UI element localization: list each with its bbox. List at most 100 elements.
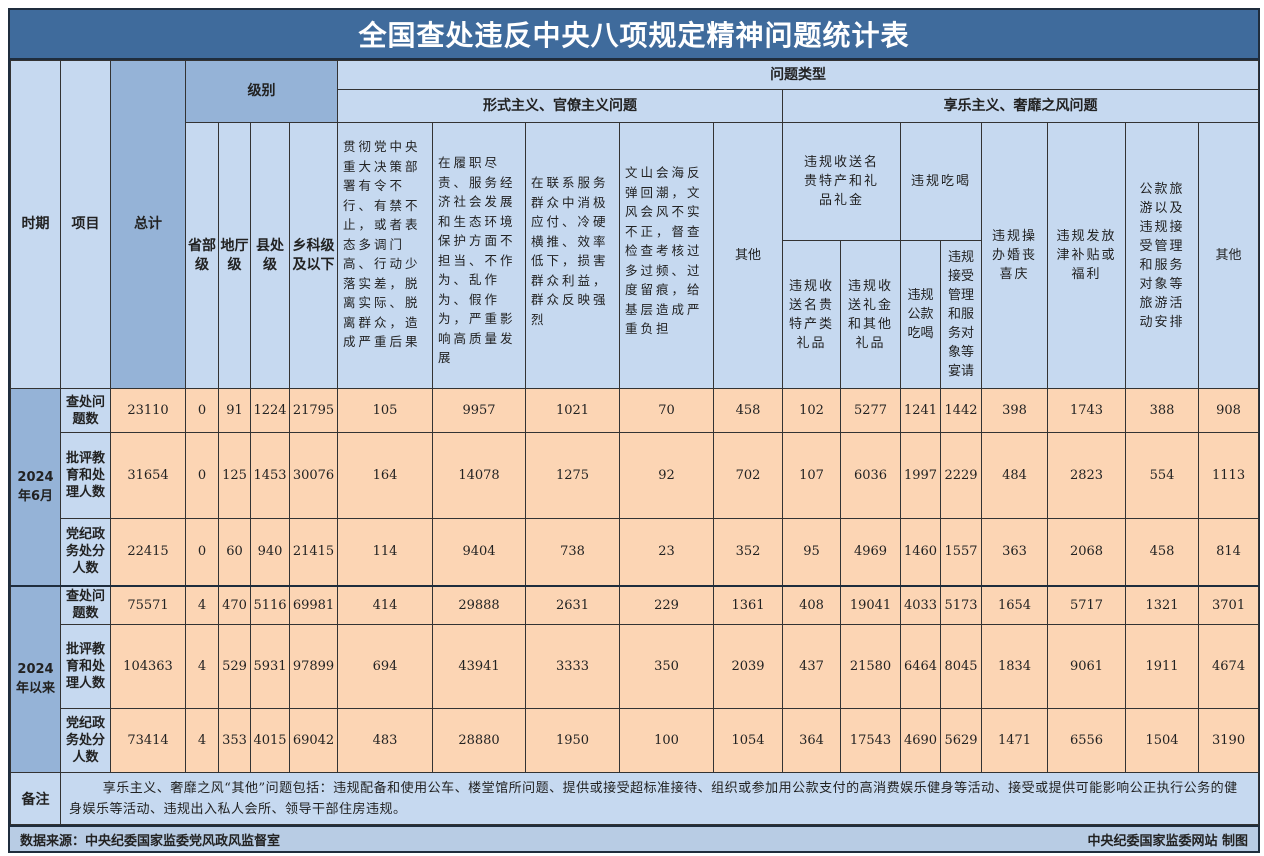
table-cell: 19041 <box>840 585 901 625</box>
header-hedonism-other: 其他 <box>1197 122 1260 389</box>
header-dining: 违规吃喝 <box>900 122 982 241</box>
table-cell: 6464 <box>900 624 941 709</box>
data-source: 数据来源：中央纪委国家监委党风政风监督室 <box>20 833 281 849</box>
table-cell: 694 <box>337 624 433 709</box>
header-formalism: 形式主义、官僚主义问题 <box>337 89 783 123</box>
header-formalism-col: 贯彻党中央重大决策部署有令不行、有禁不止，或者表态多调门高、行动少落实差，脱离实… <box>337 122 433 389</box>
note-text: 享乐主义、奢靡之风“其他”问题包括：违规配备和使用公车、楼堂馆所问题、提供或接受… <box>59 772 1260 825</box>
table-body: 2024年6月 查处问题数 23110 0 91 1224 21795 105 9957 1021… <box>10 388 1260 773</box>
table-cell: 1557 <box>940 518 982 587</box>
header-tourism: 公款旅游以及违规接受管理和服务对象等旅游活动安排 <box>1125 122 1199 389</box>
table-cell: 4969 <box>840 518 901 587</box>
table-cell: 364 <box>782 708 841 773</box>
table-row: 批评教育和处理人数 104363 4 529 5931 97899 694 43941 3333… <box>11 624 1260 709</box>
table-cell: 1460 <box>900 518 941 587</box>
table-cell: 1950 <box>525 708 620 773</box>
header-level-provincial: 省部级 <box>185 122 219 389</box>
table-cell: 0 <box>185 388 219 433</box>
header-dining-public: 违规公款吃喝 <box>900 240 941 389</box>
table-cell: 102 <box>782 388 841 433</box>
header-level: 级别 <box>185 60 338 123</box>
table-cell: 4 <box>185 585 219 625</box>
table-cell: 4 <box>185 624 219 709</box>
table-cell: 105 <box>337 388 433 433</box>
table-cell: 8045 <box>940 624 982 709</box>
table-cell: 470 <box>218 585 251 625</box>
table-cell: 91 <box>218 388 251 433</box>
table-cell: 3190 <box>1197 708 1260 773</box>
table-cell: 9404 <box>432 518 526 587</box>
table-cell: 107 <box>782 432 841 519</box>
table-cell: 92 <box>619 432 714 519</box>
table-cell: 70 <box>619 388 714 433</box>
table-cell: 3333 <box>525 624 620 709</box>
table-cell: 437 <box>782 624 841 709</box>
table-cell: 21415 <box>289 518 338 587</box>
cell-total: 104363 <box>110 624 186 709</box>
cell-total: 23110 <box>110 388 186 433</box>
header-problem-type: 问题类型 <box>336 60 1260 90</box>
header-formalism-col: 在履职尽责、服务经济社会发展和生态环境保护方面不担当、不作为、乱作为、假作为，严… <box>432 122 526 389</box>
table-cell: 5931 <box>250 624 290 709</box>
table-cell: 814 <box>1197 518 1260 587</box>
table-cell: 95 <box>782 518 841 587</box>
table-cell: 4690 <box>900 708 941 773</box>
table-cell: 229 <box>619 585 714 625</box>
table-cell: 458 <box>1125 518 1199 587</box>
header-gifts-money: 违规收送礼金和其他礼品 <box>840 240 901 389</box>
table-cell: 1911 <box>1125 624 1199 709</box>
row-item-label: 批评教育和处理人数 <box>60 624 111 709</box>
table-cell: 43941 <box>432 624 526 709</box>
table-cell: 1054 <box>713 708 783 773</box>
table-cell: 6036 <box>840 432 901 519</box>
stats-table-container: 全国查处违反中央八项规定精神问题统计表 时期 项目 总计 级别 问题类型 形式主… <box>8 8 1260 853</box>
table-cell: 554 <box>1125 432 1199 519</box>
table-cell: 5277 <box>840 388 901 433</box>
header-total: 总计 <box>110 60 186 389</box>
table-cell: 21580 <box>840 624 901 709</box>
table-cell: 97899 <box>289 624 338 709</box>
table-cell: 5173 <box>940 585 982 625</box>
table-cell: 164 <box>337 432 433 519</box>
table-cell: 9957 <box>432 388 526 433</box>
page-title: 全国查处违反中央八项规定精神问题统计表 <box>10 10 1258 60</box>
header-level-prefectural: 地厅级 <box>218 122 251 389</box>
table-cell: 69981 <box>289 585 338 625</box>
table-cell: 2229 <box>940 432 982 519</box>
table-cell: 4033 <box>900 585 941 625</box>
table-cell: 1997 <box>900 432 941 519</box>
table-cell: 69042 <box>289 708 338 773</box>
table-cell: 1834 <box>981 624 1048 709</box>
table-cell: 738 <box>525 518 620 587</box>
table-cell: 14078 <box>432 432 526 519</box>
table-cell: 0 <box>185 518 219 587</box>
header-period: 时期 <box>10 60 61 389</box>
footer: 数据来源：中央纪委国家监委党风政风监督室 中央纪委国家监委网站 制图 <box>10 825 1258 851</box>
table-cell: 1743 <box>1047 388 1126 433</box>
header-gifts-specialty: 违规收送名贵特产类礼品 <box>782 240 841 389</box>
table-cell: 60 <box>218 518 251 587</box>
table-cell: 2823 <box>1047 432 1126 519</box>
table-cell: 1504 <box>1125 708 1199 773</box>
table-cell: 5629 <box>940 708 982 773</box>
note-label: 备注 <box>10 772 61 825</box>
table-cell: 1275 <box>525 432 620 519</box>
table-cell: 3701 <box>1197 585 1260 625</box>
header-gifts: 违规收送名贵特产和礼品礼金 <box>782 122 901 241</box>
header-formalism-other: 其他 <box>713 122 783 389</box>
table-cell: 1654 <box>981 585 1048 625</box>
table-cell: 1471 <box>981 708 1048 773</box>
table-cell: 23 <box>619 518 714 587</box>
table-cell: 1321 <box>1125 585 1199 625</box>
table-row: 2024年以来 查处问题数 75571 4 470 5116 69981 414 29888 26… <box>10 585 1260 773</box>
period-label: 2024年6月 <box>10 388 61 587</box>
table-cell: 1021 <box>525 388 620 433</box>
table-cell: 940 <box>250 518 290 587</box>
table-cell: 5116 <box>250 585 290 625</box>
table-row: 批评教育和处理人数 31654 0 125 1453 30076 164 14078 1275 9… <box>11 432 1260 519</box>
table-cell: 5717 <box>1047 585 1126 625</box>
table-row: 党纪政务处分人数 22415 0 60 940 21415 114 9404 738 23 352 9… <box>11 518 1260 587</box>
table-cell: 388 <box>1125 388 1199 433</box>
row-item-label: 查处问题数 <box>60 388 111 433</box>
header-level-township: 乡科级及以下 <box>289 122 338 389</box>
